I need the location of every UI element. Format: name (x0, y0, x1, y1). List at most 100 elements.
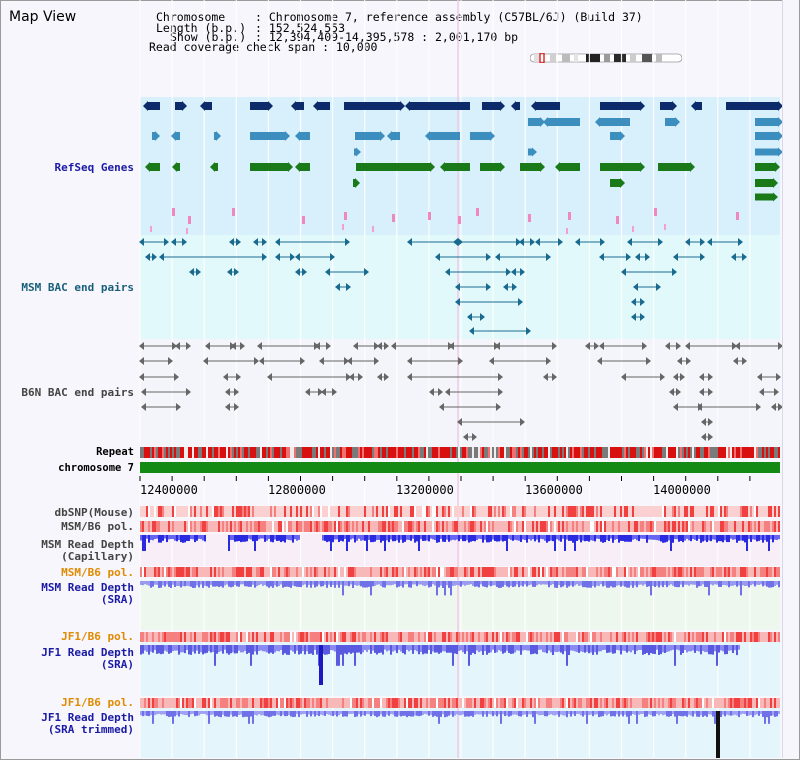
b6n-bac-end (186, 342, 191, 350)
jf1-b6-pol-cell (366, 632, 368, 642)
repeat-cell (406, 447, 408, 458)
b6n-bac-end (139, 342, 144, 350)
heat-tracks[interactable] (140, 506, 780, 708)
msm-bac-end (469, 327, 474, 335)
jf1-sra-depth-bar (332, 645, 334, 651)
capillary-depth-bar (354, 535, 356, 543)
jf1-b6-pol-cell (670, 632, 672, 642)
b6n-bac-end (771, 403, 776, 411)
dbsnp-cell (770, 506, 772, 517)
msm-sra-depth-bar (448, 581, 450, 588)
msm-b6-pol-cell (348, 521, 350, 532)
jf1-trim-depth-bar (204, 711, 206, 715)
jf1-trim-depth-bar (180, 711, 182, 715)
msm-b6-pol2-cell (300, 567, 302, 577)
msm-b6-pol2-cell (224, 567, 226, 577)
jf1-b6-pol2-cell (302, 698, 304, 708)
jf1-sra-depth-bar (642, 645, 644, 655)
jf1-trim-depth-bar (410, 711, 412, 717)
capillary-depth-bar (246, 535, 248, 542)
msm-sra-depth-bar (370, 581, 372, 596)
jf1-b6-pol2-cell (164, 698, 166, 708)
dbsnp-cell (450, 506, 452, 517)
jf1-b6-pol-cell (294, 632, 296, 642)
repeat-cell (630, 447, 632, 458)
jf1-b6-pol2-cell (622, 698, 624, 708)
capillary-depth-bar (400, 535, 402, 540)
jf1-sra-depth-bar (216, 645, 218, 654)
msm-b6-pol-cell (540, 521, 542, 532)
jf1-b6-pol2-cell (536, 698, 538, 708)
dbsnp-cell (558, 506, 560, 517)
jf1-trim-depth-bar (700, 711, 702, 716)
jf1-b6-pol2-cell (626, 698, 628, 708)
capillary-depth-bar (376, 535, 378, 540)
jf1-b6-pol2-cell (634, 698, 636, 708)
dbsnp-cell (290, 506, 292, 517)
capillary-depth-bar (358, 535, 360, 539)
jf1-trim-depth-bar (242, 711, 244, 718)
jf1-b6-pol-cell (434, 632, 436, 642)
capillary-depth-bar (350, 535, 352, 540)
jf1-sra-depth-bar (220, 645, 222, 652)
jf1-b6-pol2-cell (706, 698, 708, 708)
jf1-trim-depth-bar (224, 711, 226, 717)
repeat-cell (598, 447, 600, 458)
vertical-scrollbar[interactable] (782, 0, 799, 758)
capillary-depth-bar (256, 535, 258, 541)
msm-sra-depth-bar (184, 581, 186, 587)
jf1-sra-depth-bar (506, 645, 508, 651)
jf1-b6-pol2-cell (168, 698, 170, 708)
repeat-track[interactable] (140, 447, 780, 458)
jf1-sra-depth-bar (356, 645, 358, 653)
jf1-sra-depth-bar (548, 645, 550, 651)
b6n-bac-track[interactable] (139, 342, 783, 441)
jf1-trim-depth-bar (726, 711, 728, 715)
repeat-cell (290, 447, 292, 458)
chromosome-ideogram[interactable] (530, 53, 682, 63)
msm-b6-pol2-cell (774, 567, 776, 577)
jf1-b6-pol2-cell (538, 698, 540, 708)
msm-b6-pol-cell (622, 521, 624, 532)
repeat-cell (370, 447, 372, 458)
repeat-cell (492, 447, 494, 458)
dbsnp-cell (202, 506, 204, 517)
jf1-trim-depth-bar (246, 711, 248, 717)
msm-b6-pol2-cell (216, 567, 218, 577)
jf1-b6-pol2-cell (730, 698, 732, 708)
msm-bac-track[interactable] (139, 238, 747, 335)
msm-b6-pol-cell (560, 521, 562, 532)
capillary-depth-bar (710, 535, 712, 542)
msm-b6-pol2-cell (596, 567, 598, 577)
jf1-b6-pol2-cell (426, 698, 428, 708)
msm-b6-pol2-cell (356, 567, 358, 577)
jf1-b6-pol-cell (352, 632, 354, 642)
jf1-b6-pol2-cell (140, 698, 142, 708)
msm-b6-pol2-cell (586, 567, 588, 577)
jf1-b6-pol2-cell (228, 698, 230, 708)
msm-b6-pol2-cell (448, 567, 450, 577)
jf1-b6-pol2-cell (466, 698, 468, 708)
jf1-b6-pol2-cell (246, 698, 248, 708)
refseq-genes-track[interactable] (143, 101, 783, 234)
jf1-sra-depth-bar (450, 645, 452, 653)
repeat-cell (386, 447, 388, 458)
jf1-b6-pol-cell (284, 632, 286, 642)
dbsnp-cell (314, 506, 316, 517)
jf1-trim-depth-bar (622, 711, 624, 717)
jf1-sra-depth-bar (234, 645, 236, 654)
track-label-repeat: Repeat (96, 446, 134, 458)
depth-tracks[interactable] (140, 535, 780, 758)
repeat-cell (616, 447, 618, 458)
dbsnp-cell (646, 506, 648, 517)
b6n-bac-end (377, 373, 382, 381)
dbsnp-cell (720, 506, 722, 517)
jf1-b6-pol2-cell (282, 698, 284, 708)
repeat-cell (334, 447, 336, 458)
msm-sra-depth-bar (642, 581, 644, 586)
jf1-sra-depth-bar (660, 645, 662, 655)
jf1-trim-depth-bar (666, 711, 668, 717)
msm-b6-pol2-cell (620, 567, 622, 577)
dbsnp-cell (700, 506, 702, 517)
dbsnp-cell (350, 506, 352, 517)
